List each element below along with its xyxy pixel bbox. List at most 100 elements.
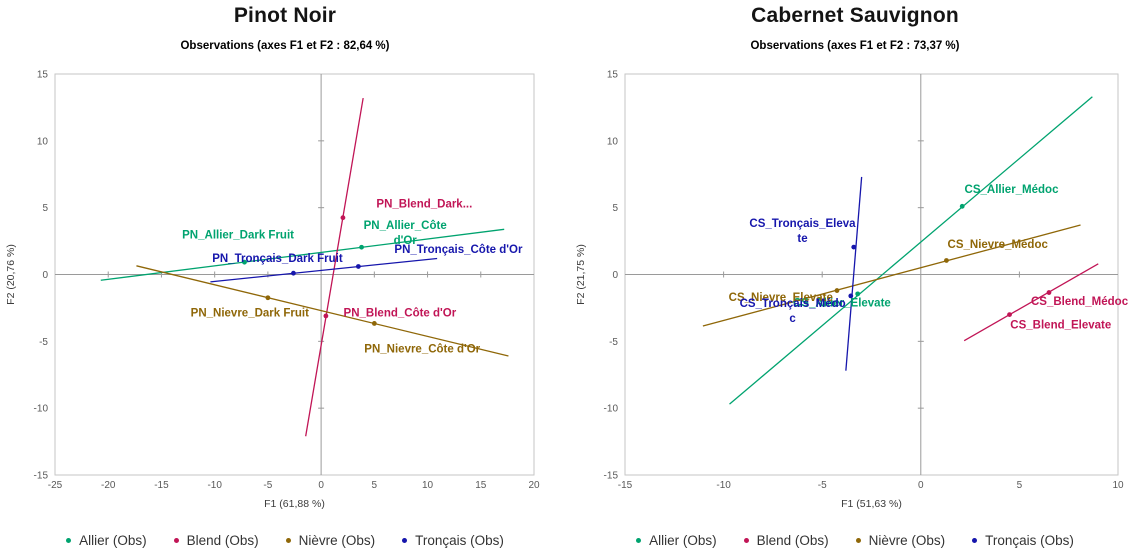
data-point	[1046, 290, 1052, 295]
chart-subtitle-cabernet-sauvignon: Observations (axes F1 et F2 : 73,37 %)	[750, 40, 960, 52]
x-tick-label: -5	[818, 480, 827, 491]
y-tick-label: -5	[39, 337, 48, 348]
y-axis-title: F2 (21,75 %)	[575, 244, 587, 305]
x-tick-label: 10	[1112, 480, 1124, 491]
legend-item: Nièvre (Obs)	[285, 532, 376, 548]
legend-item: Tronçais (Obs)	[402, 533, 504, 548]
x-tick-label: -20	[101, 480, 116, 491]
legend-label: Blend (Obs)	[756, 532, 829, 548]
point-label: CS_Nievre_Médoc	[948, 239, 1049, 251]
point-label: PN_Tronçais_Côte d'Or	[394, 244, 523, 256]
point-label: PN_Blend_Côte d'Or	[344, 308, 457, 320]
legend-item: Tronçais (Obs)	[972, 533, 1074, 548]
x-tick-label: 0	[318, 480, 324, 491]
point-label: PN_Nievre_Côte d'Or	[364, 344, 480, 356]
data-point	[944, 258, 949, 263]
data-point	[851, 244, 857, 250]
legend-item: Nièvre (Obs)	[855, 532, 946, 548]
x-tick-label: 5	[1017, 480, 1023, 491]
y-tick-label: -15	[604, 471, 619, 482]
trend-line-allier	[729, 96, 1093, 405]
legend-cabernet-sauvignon: Allier (Obs) Blend (Obs) Nièvre (Obs) Tronç…	[570, 528, 1140, 552]
trend-line-nièvre	[136, 265, 509, 357]
point-label: PN_Nievre_Dark Fruit	[191, 308, 309, 320]
data-point	[855, 291, 861, 297]
x-tick-label: 20	[528, 480, 540, 491]
trend-line-tronçais	[845, 176, 863, 371]
legend-item: Allier (Obs)	[636, 533, 717, 548]
data-point	[323, 313, 329, 319]
point-label: CS_Nievre_Elevate	[729, 292, 833, 304]
x-axis-title: F1 (61,88 %)	[264, 498, 325, 510]
pca-plot-cabernet-sauvignon: -15 -10 -5 0 5 10 -15 -10 -5 0 5 10 15 F1 (51,63 %) F2…	[575, 70, 1129, 511]
x-tick-label: -25	[48, 480, 63, 491]
y-tick-label: 15	[37, 70, 49, 81]
legend-marker-dot	[173, 537, 179, 543]
trend-line-allier	[100, 228, 505, 281]
y-tick-label: 10	[37, 136, 49, 147]
x-tick-label: 15	[475, 480, 487, 491]
data-point	[959, 203, 965, 209]
chart-panel-pinot-noir: Pinot Noir Observations (axes F1 et F2 :…	[0, 4, 570, 552]
data-point	[848, 293, 854, 299]
legend-marker-dot	[402, 537, 408, 543]
point-label: CS_Allier_Médoc	[965, 184, 1060, 196]
trend-line-blend	[963, 263, 1099, 342]
y-tick-label: 10	[607, 136, 619, 147]
data-point	[371, 321, 377, 326]
legend-marker-dot	[285, 537, 291, 543]
point-label: c	[789, 313, 796, 325]
chart-subtitle-pinot-noir: Observations (axes F1 et F2 : 82,64 %)	[180, 40, 390, 52]
legend-item: Blend (Obs)	[173, 532, 259, 548]
data-point	[359, 244, 364, 250]
x-tick-label: -15	[618, 480, 633, 491]
point-label: PN_Allier_Dark Fruit	[182, 229, 294, 241]
legend-label: Tronçais (Obs)	[985, 532, 1074, 548]
data-point	[291, 270, 296, 276]
y-tick-label: 15	[607, 70, 619, 81]
point-label: PN_Blend_Dark...	[376, 199, 472, 211]
data-point	[340, 215, 346, 221]
data-point	[265, 295, 271, 301]
legend-label: Allier (Obs)	[649, 532, 717, 548]
legend-marker-dot	[972, 537, 978, 543]
x-tick-label: -10	[716, 480, 731, 491]
x-tick-label: -15	[154, 480, 169, 491]
y-tick-label: 0	[612, 270, 618, 281]
y-tick-label: -10	[604, 404, 619, 415]
trend-line-nièvre	[702, 224, 1081, 327]
point-label: CS_Tronçais_Eleva	[749, 218, 856, 230]
point-label: CS_Blend_Elevate	[1010, 320, 1111, 332]
y-tick-label: 0	[42, 270, 48, 281]
point-label: CS_Allier_Elevate	[793, 298, 891, 310]
chart-title-pinot-noir: Pinot Noir	[233, 4, 337, 27]
legend-label: Allier (Obs)	[79, 532, 147, 548]
legend-pinot-noir: Allier (Obs) Blend (Obs) Nièvre (Obs) Tronç…	[0, 528, 570, 552]
point-label: PN_Allier_Côte	[364, 220, 447, 232]
legend-label: Tronçais (Obs)	[415, 532, 504, 548]
y-tick-label: -5	[609, 337, 618, 348]
point-label: te	[797, 233, 807, 245]
point-label: CS_Blend_Médoc	[1031, 296, 1129, 308]
point-label: d'Or	[394, 235, 418, 247]
legend-item: Allier (Obs)	[66, 533, 147, 548]
point-label: CS_Tronçais_Médo	[740, 298, 846, 310]
chart-title-cabernet-sauvignon: Cabernet Sauvignon	[751, 4, 959, 27]
trend-line-blend	[305, 97, 364, 437]
legend-label: Blend (Obs)	[186, 532, 259, 548]
y-tick-label: -10	[34, 404, 49, 415]
y-tick-label: 5	[42, 203, 48, 214]
legend-label: Nièvre (Obs)	[868, 532, 946, 548]
trend-line-tronçais	[210, 257, 438, 283]
x-tick-label: -10	[207, 480, 222, 491]
data-point	[1007, 312, 1012, 317]
chart-panel-cabernet-sauvignon: Cabernet Sauvignon Observations (axes F1…	[570, 0, 1140, 560]
legend-marker-dot	[66, 537, 72, 543]
x-axis-title: F1 (51,63 %)	[841, 498, 902, 510]
legend-label: Nièvre (Obs)	[298, 532, 376, 548]
point-label: PN_Tronçais_Dark Fruit	[212, 253, 343, 265]
data-point	[242, 259, 247, 265]
y-tick-label: 5	[612, 203, 618, 214]
legend-item: Blend (Obs)	[743, 532, 829, 548]
